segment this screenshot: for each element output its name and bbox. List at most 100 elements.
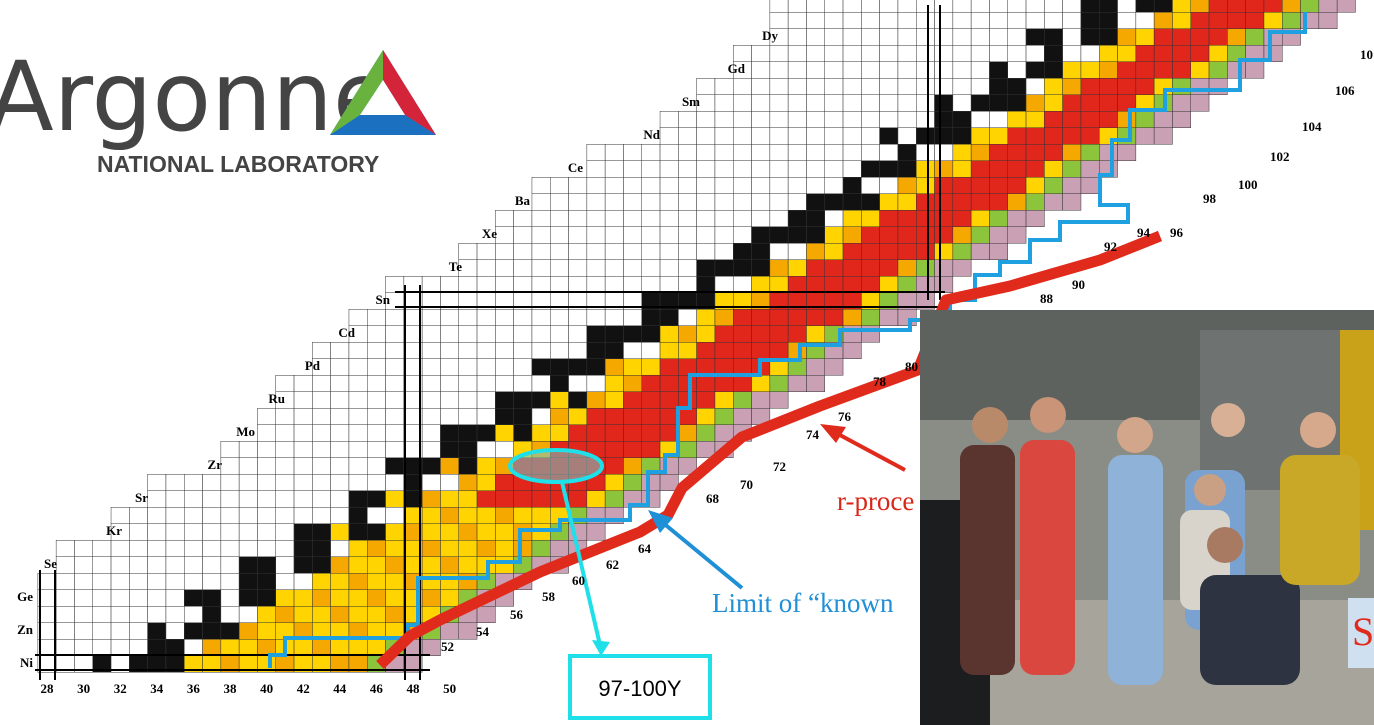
nuclide-cell bbox=[861, 276, 880, 293]
nuclide-cell bbox=[1025, 28, 1045, 46]
nuclide-cell bbox=[550, 276, 569, 293]
nuclide-cell bbox=[806, 127, 826, 145]
nuclide-cell bbox=[74, 540, 93, 557]
nuclide-cell bbox=[458, 523, 478, 541]
nuclide-cell bbox=[659, 193, 679, 211]
nuclide-cell bbox=[897, 45, 917, 62]
nuclide-cell bbox=[916, 144, 935, 161]
nuclide-cell bbox=[696, 309, 716, 326]
nuclide-cell bbox=[531, 309, 551, 326]
nuclide-cell bbox=[550, 391, 569, 409]
nuclide-cell bbox=[1172, 78, 1191, 95]
nuclide-cell bbox=[275, 457, 295, 475]
nuclide-cell bbox=[733, 391, 752, 409]
nuclide-cell bbox=[1135, 0, 1155, 13]
nuclide-cell bbox=[312, 523, 331, 541]
nuclide-cell bbox=[879, 193, 899, 211]
nuclide-cell bbox=[421, 358, 441, 376]
nuclide-cell bbox=[989, 210, 1009, 227]
nuclide-cell bbox=[129, 639, 148, 656]
nuclide-cell bbox=[897, 309, 917, 326]
nuclide-cell bbox=[293, 490, 313, 508]
neutron-diagonal-label: 62 bbox=[606, 557, 619, 572]
nuclide-cell bbox=[129, 606, 148, 623]
nuclide-cell bbox=[1007, 160, 1027, 178]
nuclide-cell bbox=[1080, 0, 1100, 13]
nuclide-cell bbox=[604, 391, 624, 409]
nuclide-cell bbox=[1062, 12, 1082, 29]
nuclide-cell bbox=[678, 358, 697, 376]
nuclide-cell bbox=[147, 490, 167, 508]
nuclide-cell bbox=[458, 540, 478, 557]
nuclide-cell bbox=[202, 606, 222, 623]
nuclide-cell bbox=[696, 358, 716, 376]
neutron-diagonal-label: 90 bbox=[1072, 277, 1085, 292]
nuclide-cell bbox=[806, 111, 826, 128]
nuclide-cell bbox=[568, 391, 588, 409]
nuclide-cell bbox=[1208, 45, 1228, 62]
nuclide-cell bbox=[348, 457, 368, 475]
nuclide-cell bbox=[623, 160, 643, 178]
nuclide-cell bbox=[604, 325, 624, 343]
nuclide-cell bbox=[806, 94, 826, 112]
nuclide-cell bbox=[495, 276, 514, 293]
nuclide-cell bbox=[806, 28, 826, 46]
nuclide-cell bbox=[641, 441, 661, 458]
nuclide-cell bbox=[897, 61, 917, 79]
nuclide-cell bbox=[348, 556, 368, 574]
nuclide-cell bbox=[531, 193, 551, 211]
nuclide-cell bbox=[1245, 28, 1265, 46]
nuclide-cell bbox=[787, 78, 807, 95]
neutron-diagonal-label: 104 bbox=[1302, 119, 1322, 134]
nuclide-cell bbox=[806, 276, 826, 293]
nuclide-cell bbox=[74, 556, 93, 574]
nuclide-cell bbox=[897, 111, 917, 128]
nuclide-cell bbox=[879, 177, 899, 194]
nuclide-cell bbox=[531, 391, 551, 409]
nuclide-cell bbox=[367, 309, 386, 326]
nuclide-cell bbox=[787, 276, 807, 293]
nuclide-cell bbox=[513, 226, 533, 244]
nuclide-cell bbox=[824, 193, 844, 211]
nuclide-cell bbox=[367, 375, 386, 392]
nuclide-cell bbox=[312, 540, 331, 557]
nuclide-cell bbox=[293, 639, 313, 656]
nuclide-cell bbox=[641, 474, 661, 491]
nuclide-cell bbox=[531, 243, 551, 260]
nuclide-cell bbox=[348, 606, 368, 623]
nuclide-cell bbox=[733, 325, 752, 343]
nuclide-cell bbox=[513, 507, 533, 524]
nuclide-cell bbox=[916, 61, 935, 79]
nuclide-cell bbox=[751, 45, 771, 62]
nuclide-cell bbox=[769, 160, 789, 178]
nuclide-cell bbox=[1080, 177, 1100, 194]
nuclide-cell bbox=[769, 276, 789, 293]
nuclide-cell bbox=[586, 276, 606, 293]
nuclide-cell bbox=[861, 193, 880, 211]
nuclide-cell bbox=[1099, 144, 1118, 161]
nuclide-cell bbox=[550, 375, 569, 392]
element-label: Sm bbox=[682, 94, 700, 109]
nuclide-cell bbox=[513, 408, 533, 425]
nuclide-cell bbox=[641, 243, 661, 260]
nuclide-cell bbox=[1044, 160, 1063, 178]
nuclide-cell bbox=[1007, 0, 1027, 13]
nuclide-cell bbox=[330, 606, 350, 623]
nuclide-cell bbox=[348, 424, 368, 442]
nuclide-cell bbox=[879, 0, 899, 13]
nuclide-cell bbox=[421, 639, 441, 656]
nuclide-cell bbox=[220, 523, 240, 541]
nuclide-cell bbox=[678, 193, 697, 211]
neutron-diagonal-label: 106 bbox=[1335, 83, 1355, 98]
nuclide-cell bbox=[659, 160, 679, 178]
nuclide-cell bbox=[202, 540, 222, 557]
nuclide-cell bbox=[714, 144, 734, 161]
nuclide-cell bbox=[367, 457, 386, 475]
nuclide-cell bbox=[1080, 94, 1100, 112]
nuclide-cell bbox=[385, 391, 405, 409]
nuclide-cell bbox=[202, 507, 222, 524]
nuclide-cell bbox=[129, 507, 148, 524]
nuclide-cell bbox=[1044, 177, 1063, 194]
nuclide-cell bbox=[440, 622, 460, 640]
nuclide-cell bbox=[1282, 0, 1301, 13]
